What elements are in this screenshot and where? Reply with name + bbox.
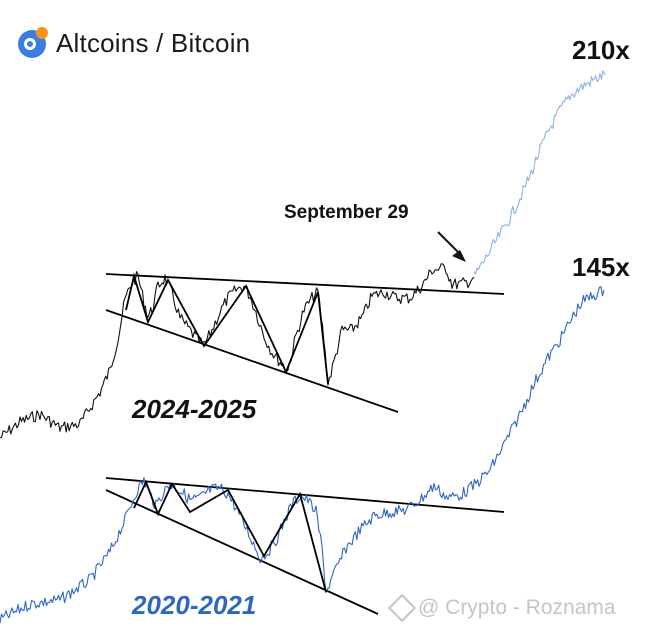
chart-title: Altcoins / Bitcoin [56, 28, 251, 58]
annotation-arrow [437, 231, 466, 262]
series-layer [0, 70, 607, 624]
september-annotation: September 29 [284, 202, 409, 223]
header: Altcoins / Bitcoin [18, 26, 251, 59]
watermark-logo-icon [387, 593, 417, 623]
trendline-1-1 [105, 489, 379, 615]
swing-zigzag-0 [125, 272, 329, 385]
price-series-1-0 [0, 286, 605, 624]
trendline-0-0 [105, 273, 505, 295]
altcoin-bitcoin-logo-icon [18, 26, 48, 58]
period-label-2024: 2024-2025 [132, 394, 257, 424]
top-multiplier-label: 210x [572, 35, 630, 65]
trendline-0-1 [105, 309, 399, 413]
price-series-0-1 [473, 70, 607, 275]
watermark-text: @ Crypto - Roznama [418, 596, 616, 619]
watermark: @ Crypto - Roznama [387, 593, 616, 623]
price-series-0-0 [0, 263, 475, 439]
period-label-2020: 2020-2021 [132, 590, 257, 620]
bottom-multiplier-label: 145x [572, 252, 630, 282]
swing-zigzag-1 [133, 479, 327, 593]
